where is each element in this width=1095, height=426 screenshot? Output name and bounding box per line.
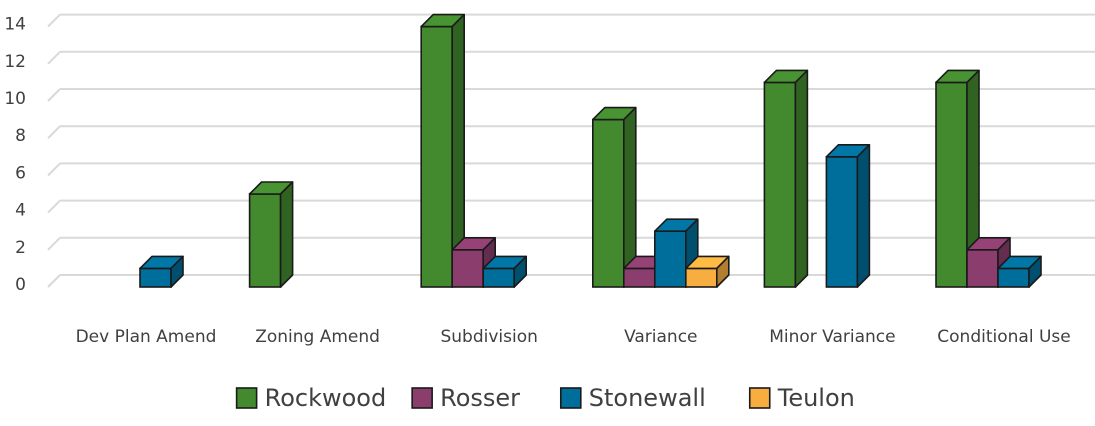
y-tick-label: 6 (15, 163, 26, 183)
legend: Rockwood Rosser Stonewall Teulon (235, 384, 855, 412)
bar (139, 255, 184, 288)
x-tick-label: Dev Plan Amend (76, 327, 217, 347)
legend-swatch (411, 387, 433, 409)
bar (420, 13, 466, 288)
legend-label: Rosser (440, 384, 520, 412)
legend-swatch (748, 387, 771, 409)
bar-front-face (763, 81, 797, 288)
legend-item: Rosser (411, 384, 520, 412)
bar-side-face (856, 144, 871, 288)
y-axis: 0 2 4 6 8 10 12 14 (4, 15, 26, 295)
bar-side-face (513, 255, 528, 288)
legend-swatch (235, 387, 258, 409)
bar (935, 69, 980, 288)
bar (763, 69, 809, 288)
legend-label: Rockwood (265, 384, 387, 412)
x-tick-label: Subdivision (440, 327, 537, 347)
y-tick-label: 14 (4, 15, 26, 35)
y-tick-label: 12 (4, 52, 26, 72)
y-tick-label: 0 (15, 275, 26, 295)
bar-front-face (482, 267, 516, 288)
x-tick-label: Variance (624, 327, 697, 347)
bar-front-face (966, 249, 999, 288)
y-tick-label: 4 (15, 201, 26, 221)
x-tick-label: Conditional Use (937, 327, 1070, 347)
y-tick-label: 2 (15, 238, 26, 258)
bar-front-face (997, 267, 1030, 288)
x-axis: Dev Plan Amend Zoning Amend Subdivision Var… (76, 327, 1071, 347)
bar-front-face (622, 267, 656, 288)
legend-label: Stonewall (589, 384, 706, 412)
bar-front-face (935, 81, 968, 288)
bar (684, 255, 730, 288)
gridline-side (47, 51, 61, 65)
bar (482, 255, 528, 288)
bar-front-face (825, 156, 859, 288)
y-tick-label: 8 (15, 126, 26, 146)
bar-front-face (653, 230, 687, 288)
gridline-side (47, 13, 61, 28)
gridline-side (47, 125, 61, 139)
gridline-side (47, 274, 61, 288)
x-tick-label: Zoning Amend (255, 327, 380, 347)
bars (139, 13, 1042, 288)
bar-side-face (1028, 255, 1042, 288)
bar-front-face (139, 267, 172, 288)
bar-side-face (715, 255, 730, 288)
legend-item: Teulon (748, 384, 855, 412)
bar (248, 181, 294, 288)
bar-front-face (684, 267, 718, 288)
bar (825, 144, 871, 288)
bar-side-face (170, 255, 184, 288)
gridline-side (47, 162, 61, 177)
bar-front-face (451, 249, 485, 288)
bar (997, 255, 1042, 288)
legend-item: Stonewall (559, 384, 706, 412)
x-tick-label: Minor Variance (769, 327, 895, 347)
gridline-side (47, 237, 61, 251)
legend-swatch (559, 387, 582, 409)
bar (591, 106, 637, 288)
gridline-side (47, 88, 61, 102)
bar-front-face (420, 25, 454, 288)
y-tick-label: 10 (4, 89, 26, 109)
bar-side-face (794, 69, 809, 288)
gridline-side (47, 199, 61, 214)
bar-front-face (248, 193, 282, 288)
bar-front-face (591, 118, 625, 288)
grid-lines (47, 13, 1095, 288)
legend-item: Rockwood (235, 384, 387, 412)
bar-side-face (279, 181, 294, 288)
legend-label: Teulon (777, 384, 855, 412)
